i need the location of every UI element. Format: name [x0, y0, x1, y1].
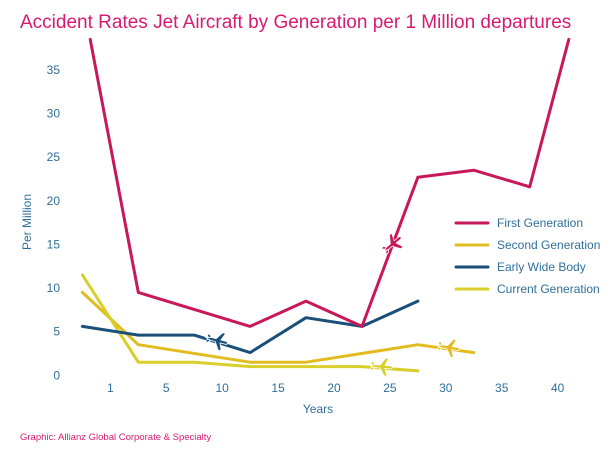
plane-icon	[368, 357, 393, 377]
y-tick-label: 20	[47, 194, 61, 208]
y-axis-ticks: 0 5 10 15 20 25 30 35	[47, 63, 61, 382]
plane-icon	[380, 232, 404, 256]
plane-icon	[435, 338, 460, 358]
x-tick-label: 1	[107, 381, 114, 395]
x-tick-label: 35	[495, 381, 509, 395]
y-tick-label: 5	[53, 325, 60, 339]
x-tick-label: 20	[327, 381, 341, 395]
x-tick-label: 25	[383, 381, 397, 395]
y-tick-label: 30	[47, 107, 61, 121]
y-tick-label: 10	[47, 281, 61, 295]
series-lines	[80, 37, 571, 373]
legend-label: Second Generation	[497, 238, 600, 252]
legend: First Generation Second Generation Early W…	[454, 216, 600, 296]
x-tick-label: 40	[551, 381, 565, 395]
x-tick-label: 10	[216, 381, 230, 395]
x-axis-label: Years	[303, 402, 333, 416]
x-tick-label: 5	[163, 381, 170, 395]
x-tick-label: 30	[439, 381, 453, 395]
chart-title: Accident Rates Jet Aircraft by Generatio…	[20, 12, 571, 33]
legend-label: Early Wide Body	[497, 260, 586, 274]
series-line-first-generation	[88, 37, 571, 328]
x-tick-label: 15	[271, 381, 285, 395]
y-tick-label: 0	[53, 368, 60, 382]
y-axis-label: Per Million	[20, 194, 34, 250]
plane-icon	[204, 332, 229, 352]
legend-label: Current Generation	[497, 282, 600, 296]
y-tick-label: 25	[47, 150, 61, 164]
y-tick-label: 35	[47, 63, 61, 77]
x-axis-ticks: 1 5 10 15 20 25 30 35 40	[107, 381, 565, 395]
credit-text: Graphic: Allianz Global Corporate & Spec…	[20, 432, 211, 443]
series-line-current-generation	[80, 273, 420, 373]
legend-label: First Generation	[497, 216, 583, 230]
plane-markers	[204, 232, 460, 377]
series-line-second-generation	[80, 290, 476, 364]
y-tick-label: 15	[47, 237, 61, 251]
